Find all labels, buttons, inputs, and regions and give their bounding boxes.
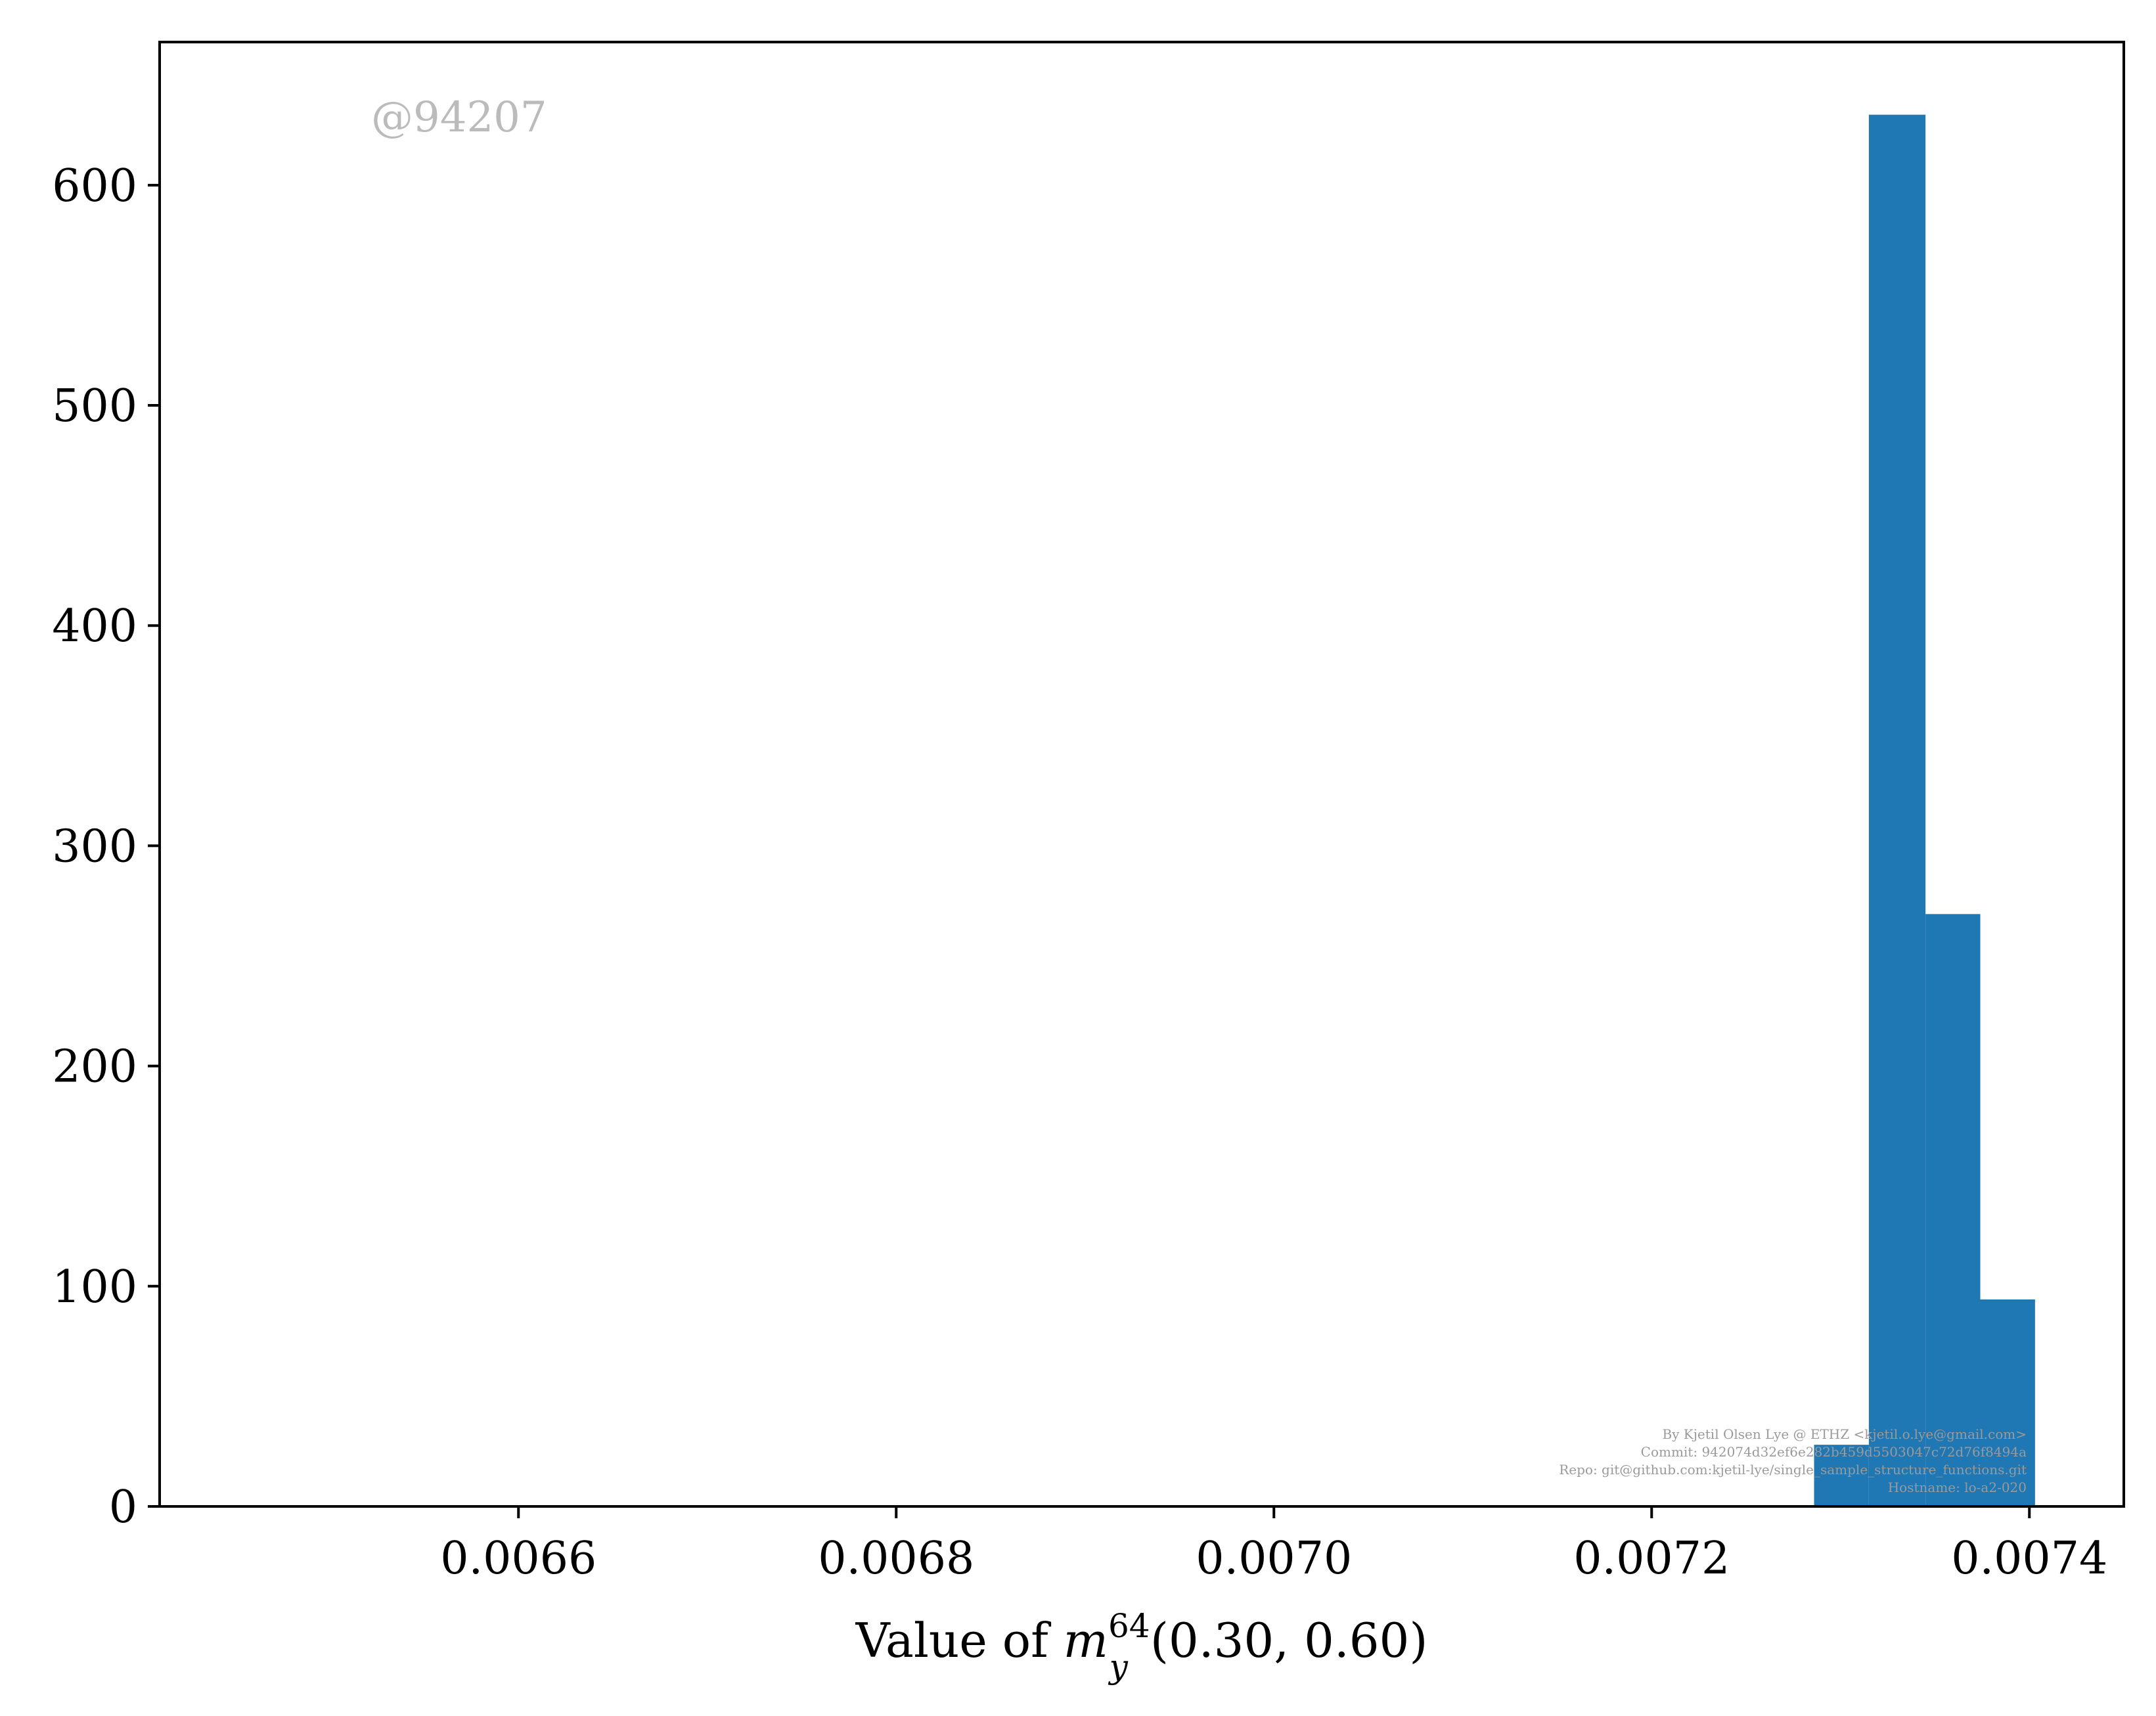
- plot-frame: [158, 41, 2125, 1508]
- watermark-label: @94207: [371, 93, 547, 142]
- x-tick-label-3: 0.0072: [1573, 1533, 1730, 1585]
- x-tick-label-1: 0.0068: [818, 1533, 974, 1585]
- y-tick-label-0: 0: [109, 1481, 137, 1533]
- credits-line-3: Hostname: lo-a2-020: [1888, 1479, 2027, 1495]
- credits-line-0: By Kjetil Olsen Lye @ ETHZ <kjetil.o.lye…: [1662, 1426, 2027, 1442]
- histogram-bar-1: [1868, 114, 1926, 1506]
- x-tick-label-4: 0.0074: [1951, 1533, 2107, 1585]
- histogram-bars: [1814, 114, 2035, 1506]
- x-tick-label-0: 0.0066: [440, 1533, 596, 1585]
- credits-line-1: Commit: 942074d32ef6e282b459d5503047c72d…: [1641, 1444, 2027, 1460]
- y-tick-label-6: 600: [52, 160, 137, 212]
- credits-line-2: Repo: git@github.com:kjetil-lye/single_s…: [1559, 1462, 2027, 1478]
- y-tick-label-5: 500: [52, 380, 137, 432]
- credits-block: By Kjetil Olsen Lye @ ETHZ <kjetil.o.lye…: [1559, 1426, 2027, 1495]
- histogram-bar-0: [1814, 1445, 1869, 1506]
- x-axis-ticks: 0.0066 0.0068 0.0070 0.0072 0.0074: [440, 1506, 2107, 1585]
- y-tick-label-4: 400: [52, 600, 137, 652]
- histogram-bar-2: [1925, 914, 1981, 1506]
- histogram-bar-3: [1980, 1299, 2035, 1506]
- y-tick-label-2: 200: [52, 1041, 137, 1093]
- y-axis-ticks: 0 100 200 300 400 500 600: [52, 160, 160, 1533]
- x-tick-label-2: 0.0070: [1196, 1533, 1352, 1585]
- y-tick-label-1: 100: [52, 1261, 137, 1313]
- y-tick-label-3: 300: [52, 821, 137, 872]
- x-axis-label: Value of m64 y (0.30, 0.60): [855, 1607, 1428, 1686]
